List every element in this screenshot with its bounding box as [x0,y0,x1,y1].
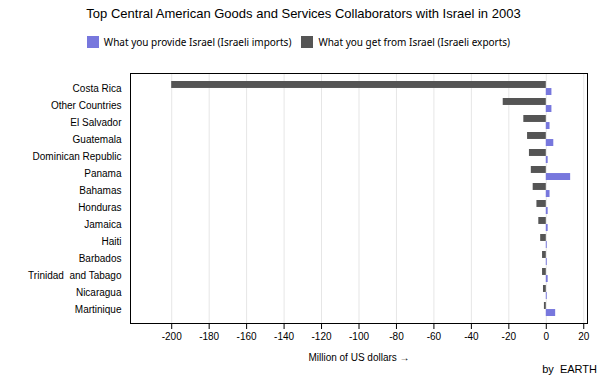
svg-text:Million of US dollars →: Million of US dollars → [308,352,409,363]
svg-text:-40: -40 [464,331,479,342]
svg-text:Panama: Panama [84,168,122,179]
svg-text:Nicaragua: Nicaragua [76,287,122,298]
svg-text:Honduras: Honduras [78,202,121,213]
svg-text:Martinique: Martinique [75,304,122,315]
svg-text:Costa Rica: Costa Rica [73,83,122,94]
svg-text:-20: -20 [502,331,517,342]
svg-text:-100: -100 [349,331,369,342]
svg-text:-180: -180 [199,331,219,342]
svg-text:20: 20 [578,331,590,342]
svg-text:Haiti: Haiti [101,236,121,247]
svg-text:-160: -160 [237,331,257,342]
svg-text:El Salvador: El Salvador [70,117,122,128]
svg-text:Other Countries: Other Countries [51,100,122,111]
svg-text:0: 0 [544,331,550,342]
svg-text:-60: -60 [427,331,442,342]
svg-text:Jamaica: Jamaica [84,219,122,230]
svg-text:-140: -140 [274,331,294,342]
svg-text:Bahamas: Bahamas [79,185,121,196]
svg-text:-200: -200 [162,331,182,342]
svg-text:Dominican Republic: Dominican Republic [33,151,122,162]
html-text:by EARTH: by EARTH [542,363,597,375]
svg-text:Barbados: Barbados [79,253,122,264]
svg-text:Trinidad and Tabago: Trinidad and Tabago [28,270,122,281]
svg-text:Guatemala: Guatemala [73,134,122,145]
html-text:Top Central American Goods and: Top Central American Goods and Services … [86,6,521,21]
svg-text:-80: -80 [389,331,404,342]
svg-text:-120: -120 [312,331,332,342]
html-text:What you provide Israel (Israe: What you provide Israel (Israeli imports… [103,34,292,49]
html-text:What you get from Israel (Isra: What you get from Israel (Israeli export… [318,34,511,49]
